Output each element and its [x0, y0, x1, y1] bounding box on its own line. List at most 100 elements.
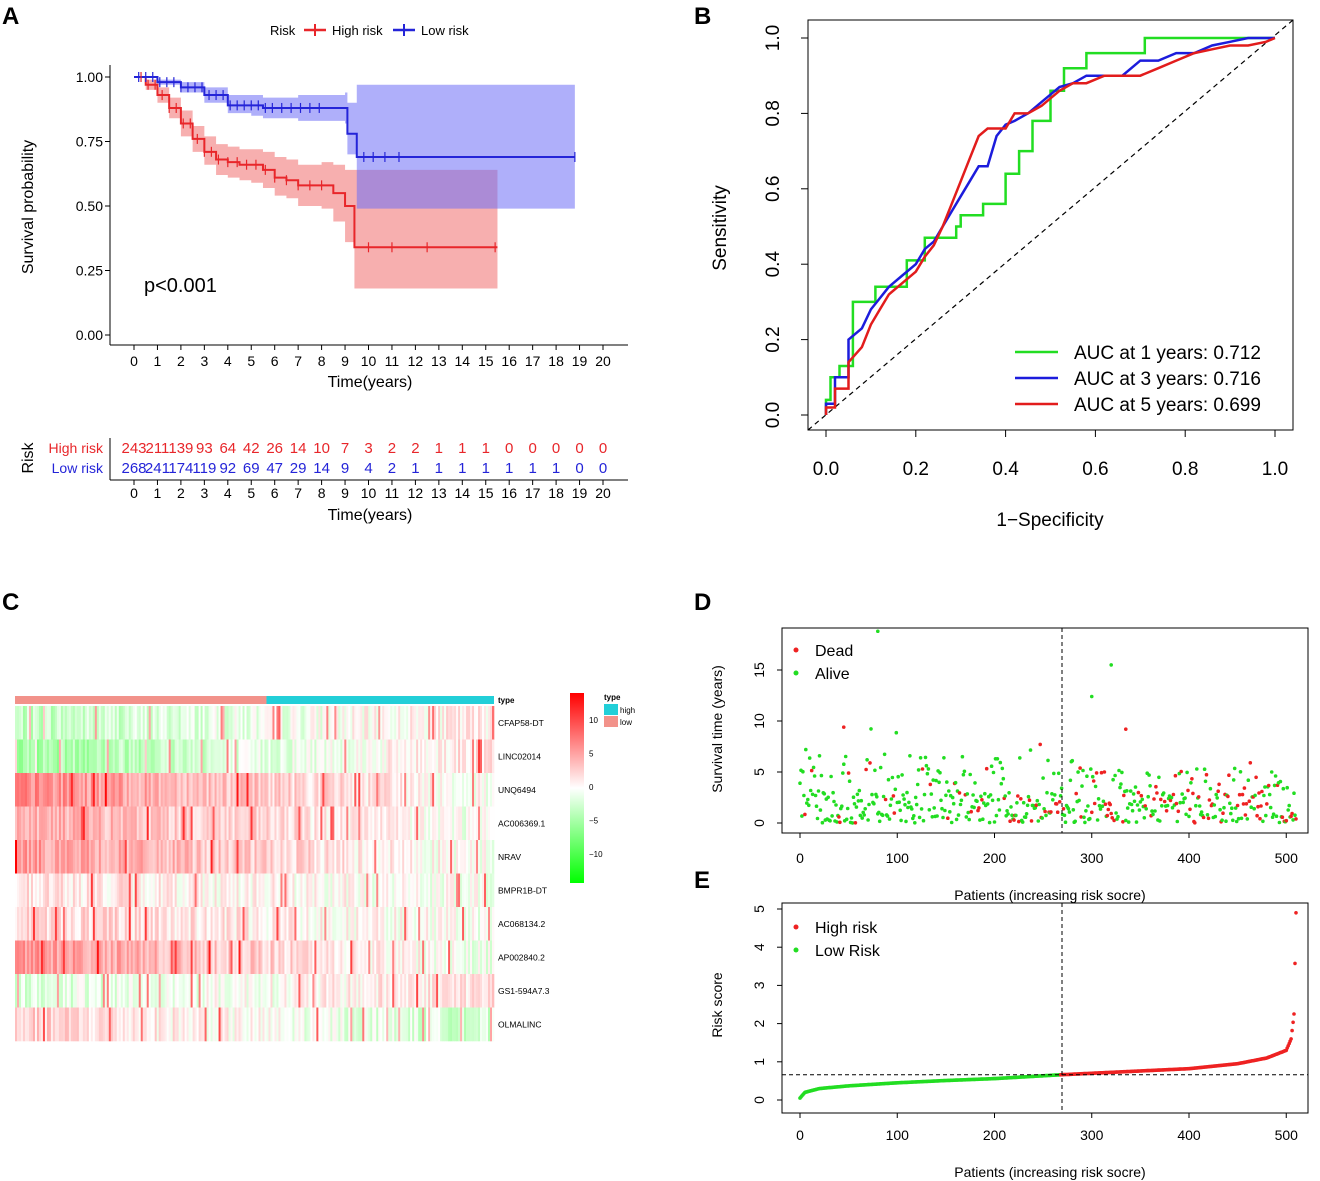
- hm-cell: [158, 873, 161, 908]
- hm-cell: [104, 739, 108, 774]
- hm-cell: [210, 840, 213, 874]
- hm-cell: [464, 706, 467, 740]
- hm-cell: [170, 773, 173, 807]
- hm-cell: [150, 940, 154, 975]
- hm-cell: [370, 806, 373, 841]
- hm-cell: [242, 873, 245, 908]
- hm-cell: [294, 739, 297, 774]
- d-legend-alive: Alive: [815, 666, 850, 683]
- hm-cell: [114, 739, 118, 774]
- hm-cell: [124, 974, 128, 1008]
- hm-cell: [268, 940, 271, 975]
- hm-cell: [350, 773, 353, 807]
- d-point: [1023, 815, 1028, 819]
- d-point: [817, 754, 822, 758]
- hm-cell: [42, 773, 46, 807]
- hm-cell: [132, 840, 136, 874]
- d-point: [804, 747, 808, 752]
- hm-cell: [38, 907, 42, 941]
- hm-cell: [464, 773, 467, 807]
- hm-cell: [214, 907, 217, 941]
- hm-cell: [412, 739, 415, 774]
- hm-cell: [228, 1007, 231, 1042]
- d-point: [837, 815, 841, 819]
- hm-cell: [122, 706, 126, 740]
- hm-cell: [428, 873, 431, 908]
- hm-cell: [66, 974, 70, 1008]
- d-point: [1193, 821, 1197, 825]
- d-point: [1173, 773, 1178, 778]
- d-point: [984, 766, 989, 771]
- hm-cell: [130, 974, 134, 1008]
- hm-cell: [240, 773, 243, 807]
- hm-cell: [60, 1007, 64, 1042]
- hm-cell: [322, 840, 325, 874]
- hm-cell: [46, 739, 50, 774]
- d-point: [890, 775, 895, 780]
- hm-cell: [312, 873, 315, 908]
- hm-cell: [348, 706, 351, 740]
- hm-cell: [54, 1007, 58, 1042]
- hm-cell: [356, 773, 359, 807]
- hm-cell: [436, 806, 439, 841]
- hm-cell: [204, 1007, 207, 1042]
- hm-cell: [480, 739, 483, 774]
- hm-cell: [138, 940, 142, 975]
- hm-cell: [316, 739, 319, 774]
- hm-cell: [378, 873, 381, 908]
- hm-cell: [248, 873, 251, 908]
- d-point: [1289, 814, 1293, 818]
- d-point: [940, 806, 944, 811]
- hm-cell: [310, 773, 313, 807]
- hm-cell: [408, 873, 411, 908]
- hm-cell: [354, 940, 357, 975]
- hm-cell: [210, 873, 213, 908]
- hm-cell: [432, 907, 435, 941]
- hm-cell: [314, 873, 317, 908]
- hm-cell: [414, 974, 417, 1008]
- hm-cell: [438, 773, 441, 807]
- hm-cell: [17, 873, 20, 908]
- hm-cell: [42, 940, 46, 975]
- hm-cell: [432, 1007, 435, 1042]
- hm-cell: [316, 1007, 319, 1042]
- hm-cell: [142, 907, 146, 941]
- d-point: [981, 817, 985, 821]
- hm-cell: [420, 840, 423, 874]
- hm-gene-label: UNQ6494: [498, 785, 536, 795]
- d-point: [1269, 770, 1274, 774]
- hm-cell: [354, 907, 357, 941]
- hm-cell: [22, 840, 26, 874]
- hm-cell: [242, 1007, 245, 1042]
- hm-cell: [276, 739, 279, 774]
- d-point: [1117, 768, 1121, 773]
- hm-gene-label: AC068134.2: [498, 919, 546, 929]
- d-point: [954, 817, 959, 822]
- hm-cell: [288, 873, 291, 908]
- hm-cell: [452, 907, 455, 941]
- hm-cell: [132, 706, 136, 740]
- hm-cell: [106, 1007, 110, 1042]
- hm-cell: [396, 739, 399, 774]
- hm-cell: [446, 974, 449, 1008]
- hm-cell: [256, 773, 259, 807]
- hm-cell: [240, 840, 243, 874]
- hm-cell: [360, 974, 363, 1008]
- hm-cell: [72, 773, 76, 807]
- hm-cell: [444, 974, 447, 1008]
- hm-cell: [330, 974, 333, 1008]
- hm-cell: [64, 1007, 68, 1042]
- hm-cell: [304, 873, 307, 908]
- hm-cell: [220, 806, 223, 841]
- hm-cell: [456, 940, 459, 975]
- hm-cell: [120, 739, 124, 774]
- hm-cell: [400, 706, 403, 740]
- hm-cell: [426, 706, 429, 740]
- hm-cell: [138, 873, 142, 908]
- hm-cell: [160, 1007, 163, 1042]
- km-x-tick-label: 4: [224, 353, 232, 369]
- hm-cell: [474, 739, 477, 774]
- d-point: [975, 799, 979, 803]
- hm-cell: [198, 806, 201, 841]
